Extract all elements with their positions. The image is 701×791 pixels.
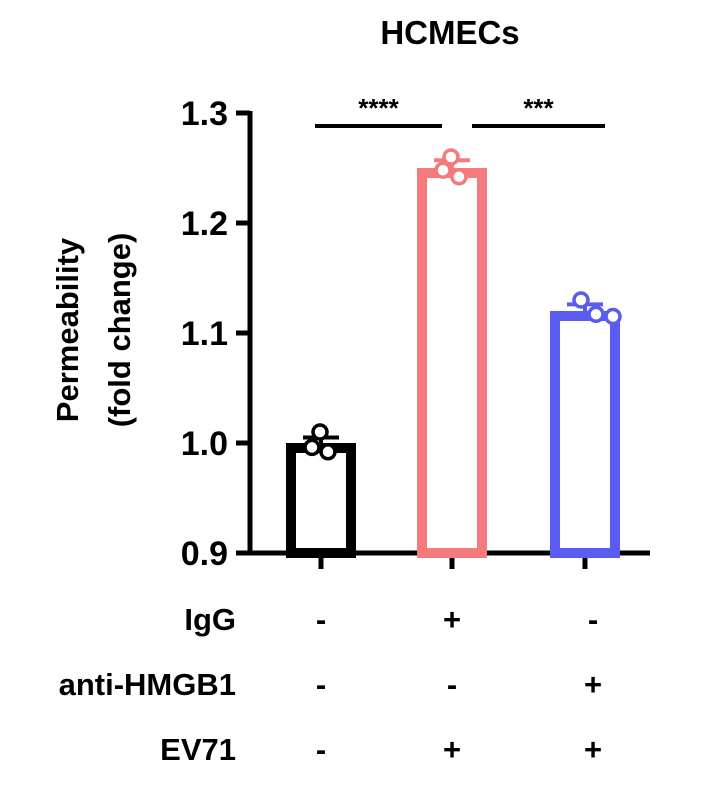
y-tick-label: 0.9 xyxy=(181,535,228,573)
y-tick-label: 1.2 xyxy=(181,205,228,243)
condition-value: + xyxy=(584,732,602,767)
y-axis-label: Permeability (fold change) xyxy=(50,233,137,428)
data-point xyxy=(434,161,452,179)
data-point xyxy=(442,148,460,166)
y-axis-label-line1: Permeability xyxy=(50,237,85,422)
condition-value: - xyxy=(316,667,326,702)
condition-value: + xyxy=(443,732,461,767)
condition-value: + xyxy=(584,667,602,702)
chart-title: HCMECs xyxy=(380,14,519,51)
bar xyxy=(417,168,487,558)
data-point xyxy=(587,305,605,324)
condition-label: IgG xyxy=(184,602,236,637)
condition-value: - xyxy=(588,602,598,637)
condition-label: EV71 xyxy=(160,732,236,767)
condition-label: anti-HMGB1 xyxy=(59,667,236,702)
significance-label: *** xyxy=(523,93,554,123)
y-tick-label: 1.0 xyxy=(181,425,228,463)
y-tick-label: 1.1 xyxy=(181,315,228,353)
data-point xyxy=(303,438,321,457)
y-tick-label: 1.3 xyxy=(181,95,228,133)
significance-label: **** xyxy=(358,93,399,123)
bar xyxy=(286,443,356,558)
data-point xyxy=(319,443,337,461)
condition-value: + xyxy=(443,602,461,637)
data-point xyxy=(311,423,329,441)
condition-value: - xyxy=(316,732,326,767)
data-point xyxy=(450,168,468,186)
data-point xyxy=(604,307,622,326)
y-axis-label-line2: (fold change) xyxy=(102,233,137,428)
data-point xyxy=(572,291,590,309)
condition-value: - xyxy=(316,602,326,637)
plot-area: 0.91.01.11.21.3 **** ***IgG - + -anti-HMGB1- -… xyxy=(59,93,650,767)
condition-value: - xyxy=(447,667,457,702)
bar xyxy=(550,311,620,558)
